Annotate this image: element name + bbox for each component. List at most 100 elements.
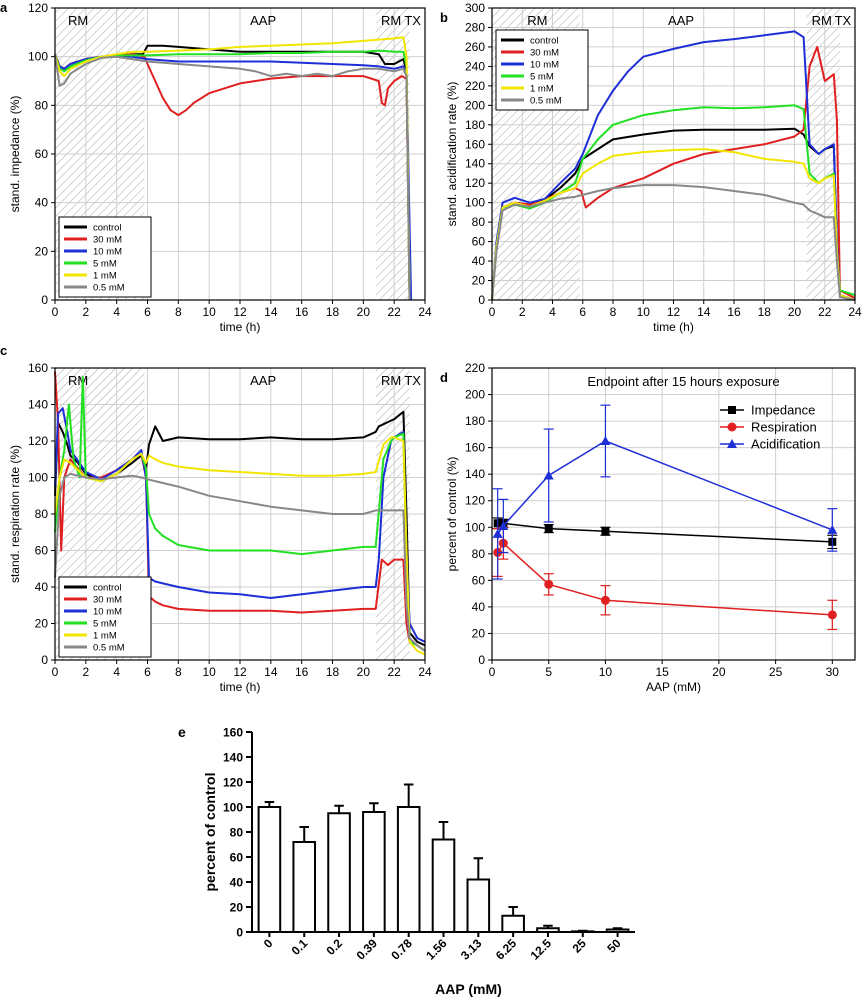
x-tick-label: 6 [144,305,151,319]
legend-label-1-mm: 1 mM [93,631,117,642]
panel-a-impedance-chart: RM AAP RM TX0 2 4 6 8 10 12 14 16 18 20 22 240204060801… [8,1,432,334]
x-tick-label: 0 [489,305,496,319]
x-tick-label: 20 [357,665,371,679]
phase-label-aap: AAP [668,13,694,28]
x-tick-label: 0.78 [388,936,415,963]
bar-12-5 [536,927,560,933]
y-tick-label: 100 [28,471,48,485]
legend-label-impedance: Impedance [751,403,815,418]
series-line-0-5-mm [491,184,856,301]
x-tick-label: 12 [233,305,247,319]
legend-marker-acidification [727,439,737,448]
y-tick-label: 40 [472,254,486,268]
y-axis-title: stand. acidification rate (%) [445,82,459,227]
panel-letter-a: a [0,0,8,15]
x-tick-label: 16 [727,305,741,319]
panel-d-endpoint-chart: 0 5 10 15 20 25 30 0 20 40 60 80 100 120 140 160 180 200 2… [445,361,856,694]
x-tick-label: 0 [489,665,496,679]
x-tick-label: 24 [848,305,862,319]
phase-label-aap: AAP [250,13,276,28]
x-tick-label: 30 [826,665,840,679]
x-tick-label: 0.1 [289,936,311,958]
x-tick-label: 2 [82,665,89,679]
y-tick-label: 160 [28,361,48,375]
legend-label-5-mm: 5 mM [93,259,117,270]
x-tick-label: 1.56 [423,936,450,963]
x-axis-title: AAP (mM) [646,680,701,694]
x-tick-label: 25 [769,665,783,679]
x-tick-label: 20 [357,305,371,319]
y-tick-label: 60 [472,573,486,587]
y-tick-label: 80 [472,547,486,561]
y-tick-label: 60 [35,147,49,161]
x-tick-label: 16 [295,305,309,319]
y-axis-title: percent of control [202,772,218,891]
x-tick-label: 0 [261,936,276,951]
y-tick-label: 220 [465,79,485,93]
data-point-acidification [600,436,611,445]
x-tick-label: 25 [570,936,590,956]
x-tick-label: 22 [387,305,401,319]
x-tick-label: 10 [599,665,613,679]
y-tick-label: 80 [472,215,486,229]
x-axis-title: time (h) [220,680,261,694]
x-tick-label: 6.25 [493,936,520,963]
legend-label-10-mm: 10 mM [530,60,559,71]
y-tick-label: 240 [465,59,485,73]
legend-label-respiration: Respiration [751,420,817,435]
chart-title: Endpoint after 15 hours exposure [587,374,779,389]
bar-0-1 [292,841,317,933]
series-line-acidification [497,440,833,535]
x-tick-label: 24 [418,305,432,319]
data-point-acidification [827,524,838,534]
y-tick-label: 80 [35,507,49,521]
y-tick-label: 20 [35,244,49,258]
bar-6-25 [501,914,525,933]
x-tick-label: 12 [233,665,247,679]
legend-box [58,576,152,658]
legend-label-10-mm: 10 mM [93,607,122,618]
y-tick-label: 20 [472,626,486,640]
series-line-5-mm [54,49,411,301]
x-tick-label: 20 [712,665,726,679]
y-tick-label: 20 [35,617,49,631]
y-tick-label: 220 [465,361,485,375]
x-axis-title: time (h) [220,320,261,334]
data-point-respiration [600,595,610,605]
legend-label-5-mm: 5 mM [530,72,554,83]
panel-e-bar-chart: 0 20 40 60 80 100 120 140 160 0 0.1 0.2 0.39 0.78 1.56… [202,726,635,997]
legend-label-30-mm: 30 mM [530,48,559,59]
y-tick-label: 140 [223,751,243,765]
x-tick-label: 2 [82,305,89,319]
x-tick-label: 8 [175,305,182,319]
legend-label-30-mm: 30 mM [93,595,122,606]
phase-label-rm: RM [812,13,832,28]
y-axis-title: stand. respiration rate (%) [8,445,22,583]
panel-letter-e: e [178,724,186,740]
y-tick-label: 180 [465,118,485,132]
x-axis-title: time (h) [653,320,694,334]
series-line-10-mm [491,30,856,301]
y-tick-label: 80 [230,826,244,840]
bar-0-78 [396,806,421,933]
legend-label-5-mm: 5 mM [93,619,117,630]
panel-c-respiration-chart: RM AAP RM TX0 2 4 6 8 10 12 14 16 18 20 22 240204060801… [8,361,432,694]
y-tick-label: 120 [465,176,485,190]
y-tick-label: 120 [223,776,243,790]
x-tick-label: 10 [637,305,651,319]
y-tick-label: 140 [28,398,48,412]
y-tick-label: 0 [41,653,48,667]
x-tick-label: 2 [519,305,526,319]
y-tick-label: 100 [28,50,48,64]
phase-label-tx: TX [404,13,421,28]
x-tick-label: 4 [549,305,556,319]
series-line-1-mm [54,36,411,301]
data-point-impedance [601,527,610,536]
y-tick-label: 100 [465,196,485,210]
panel-letter-c: c [0,343,7,358]
x-tick-label: 8 [175,665,182,679]
legend-label-acidification: Acidification [751,437,820,452]
legend-label-control: control [93,583,122,594]
data-point-respiration [544,579,554,589]
legend-label-control: control [530,36,559,47]
